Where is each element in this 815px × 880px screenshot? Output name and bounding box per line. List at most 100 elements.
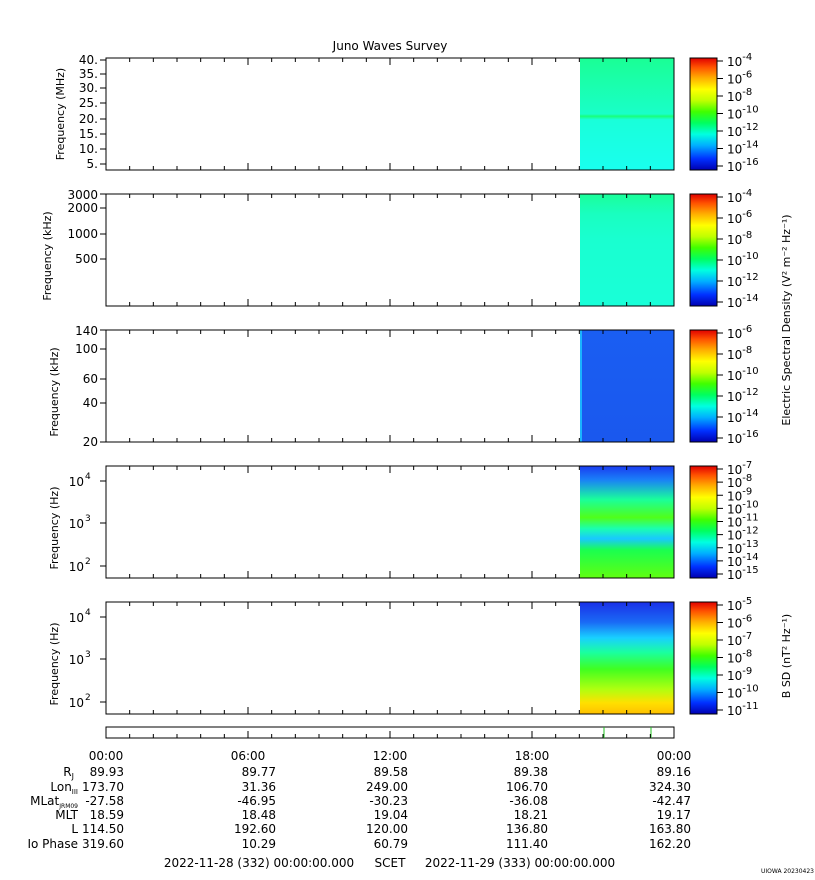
colorbar-tick-label: 10-8 — [727, 473, 752, 490]
ephem-value: 89.38 — [514, 765, 548, 779]
time-tick-label: 00:00 — [657, 749, 692, 763]
ephem-value: -42.47 — [652, 794, 691, 808]
panel-2-data — [580, 194, 674, 306]
colorbar-tick-label: 10-10 — [727, 105, 759, 122]
panel-4-ytick-exp: 4 — [85, 472, 91, 482]
ephem-value: 173.70 — [82, 780, 124, 794]
footer-axis-label: SCET — [375, 856, 407, 870]
ephem-value: 60.79 — [374, 837, 408, 851]
electric-colorbar-title: Electric Spectral Density (V² m⁻² Hz⁻¹) — [780, 214, 793, 425]
panel-3-ytick: 100 — [75, 342, 98, 356]
credit-label: UIOWA 20230423 — [761, 868, 814, 875]
colorbar-tick-label: 10-14 — [727, 293, 759, 310]
panel-1-ytick: 10. — [79, 142, 98, 156]
panel-3-ytick: 40 — [83, 396, 98, 410]
panel-2-ytick: 3000 — [67, 188, 98, 202]
panel-5-ytick-exp: 4 — [85, 608, 91, 618]
panel-5-ytick: 10 — [69, 696, 84, 710]
panel-1: 40. 35. 30. 25. 20. 15. 10. 5. Frequency… — [54, 53, 718, 171]
colorbar-tick-label: 10-13 — [727, 539, 759, 556]
time-tick-label: 18:00 — [515, 749, 550, 763]
ephem-value: 89.58 — [374, 765, 408, 779]
panel-1-ytick: 20. — [79, 112, 98, 126]
colorbar-tick-label: 10-11 — [727, 513, 759, 530]
colorbar-tick-label: 10-8 — [727, 649, 752, 666]
panel-3-ylabel: Frequency (kHz) — [48, 347, 61, 436]
panel-2-ytick: 500 — [75, 252, 98, 266]
panel-1-ytick: 40. — [79, 53, 98, 67]
colorbar-tick-label: 10-6 — [727, 70, 752, 87]
ephem-value: 18.21 — [514, 808, 548, 822]
colorbar-tick-label: 10-8 — [727, 87, 752, 104]
panel-2-ytick: 1000 — [67, 227, 98, 241]
ephem-value: -27.58 — [85, 794, 124, 808]
ephem-value: 162.20 — [649, 837, 691, 851]
ephem-label-mlat: MLatJRM09 — [30, 794, 78, 810]
colorbar-tick-label: 10-14 — [727, 552, 759, 569]
colorbar-tick-label: 10-10 — [727, 499, 759, 516]
panel-1-ytick: 25. — [79, 96, 98, 110]
colorbar-tick-label: 10-16 — [727, 429, 759, 446]
ephemeris-labels: RJ LonIII MLatJRM09 MLT L Io Phase — [27, 765, 78, 851]
panel-4-ytick: 10 — [69, 560, 84, 574]
ephem-label-rj: RJ — [63, 765, 74, 781]
time-ticks — [105, 58, 675, 738]
panel-5: 10 4 10 3 10 2 Frequency (Hz) — [48, 601, 718, 715]
colorbar-tick-label: 10-9 — [727, 486, 752, 503]
panel-1-data — [580, 58, 674, 170]
ephem-value: 31.36 — [242, 780, 276, 794]
time-tick-label: 00:00 — [89, 749, 124, 763]
time-tick-label: 06:00 — [231, 749, 266, 763]
colorbar-tick-label: 10-12 — [727, 272, 759, 289]
panel-2-ytick: 2000 — [67, 201, 98, 215]
ephem-label-l: L — [71, 822, 78, 836]
panel-5-colorbar — [689, 601, 718, 715]
colorbar-tick-label: 10-4 — [727, 188, 752, 205]
ephem-value: 192.60 — [234, 822, 276, 836]
panel-4: 10 4 10 3 10 2 Frequency (Hz) — [48, 465, 718, 579]
panel-5-ylabel: Frequency (Hz) — [48, 623, 61, 706]
panel-5-ytick-exp: 3 — [85, 650, 91, 660]
ephem-value: 249.00 — [366, 780, 408, 794]
colorbar-tick-label: 10-12 — [727, 387, 759, 404]
chart-title: Juno Waves Survey — [332, 39, 448, 53]
panel-1-colorbar — [689, 57, 718, 171]
ephem-label-mlt: MLT — [55, 808, 78, 822]
panel-4-ytick-exp: 2 — [85, 557, 91, 567]
colorbar-tick-label: 10-9 — [727, 666, 752, 683]
colorbar-tick-label: 10-14 — [727, 140, 759, 157]
ephem-value: 163.80 — [649, 822, 691, 836]
ephem-value: -30.23 — [369, 794, 408, 808]
ephem-value: 19.04 — [374, 808, 408, 822]
colorbar-tick-label: 10-16 — [727, 157, 759, 174]
panel-4-colorbar — [689, 465, 718, 579]
ephem-value: 89.77 — [242, 765, 276, 779]
panel-3-ytick: 140 — [75, 324, 98, 338]
colorbar-tick-label: 10-8 — [727, 345, 752, 362]
panel-2-colorbar — [689, 193, 718, 307]
panel-1-ytick: 30. — [79, 81, 98, 95]
panel-4-ytick: 10 — [69, 475, 84, 489]
ephem-value: 89.93 — [90, 765, 124, 779]
ephem-value: 324.30 — [649, 780, 691, 794]
panel-3-edge — [580, 330, 582, 442]
colorbar-tick-label: 10-14 — [727, 408, 759, 425]
panel-4-ytick: 10 — [69, 517, 84, 531]
colorbar-tick-label: 10-10 — [727, 366, 759, 383]
ephem-value: 19.17 — [657, 808, 691, 822]
ephem-value: 18.48 — [242, 808, 276, 822]
colorbar-tick-label: 10-6 — [727, 209, 752, 226]
ephem-value: -36.08 — [509, 794, 548, 808]
panel-4-ylabel: Frequency (Hz) — [48, 487, 61, 570]
panel-2: 3000 2000 1000 500 Frequency (kHz) — [41, 188, 718, 307]
panel-3-ytick: 60 — [83, 372, 98, 386]
time-tick-label: 12:00 — [373, 749, 408, 763]
ephem-value: 136.80 — [506, 822, 548, 836]
panel-3: 140 100 60 40 20 Frequency (kHz) — [48, 324, 718, 449]
colorbar-tick-label: 10-12 — [727, 526, 759, 543]
panel-1-ylabel: Frequency (MHz) — [54, 68, 67, 160]
panel-3-data — [580, 330, 674, 442]
ephem-label-lon: LonIII — [50, 780, 78, 796]
ephem-label-io: Io Phase — [27, 837, 78, 851]
